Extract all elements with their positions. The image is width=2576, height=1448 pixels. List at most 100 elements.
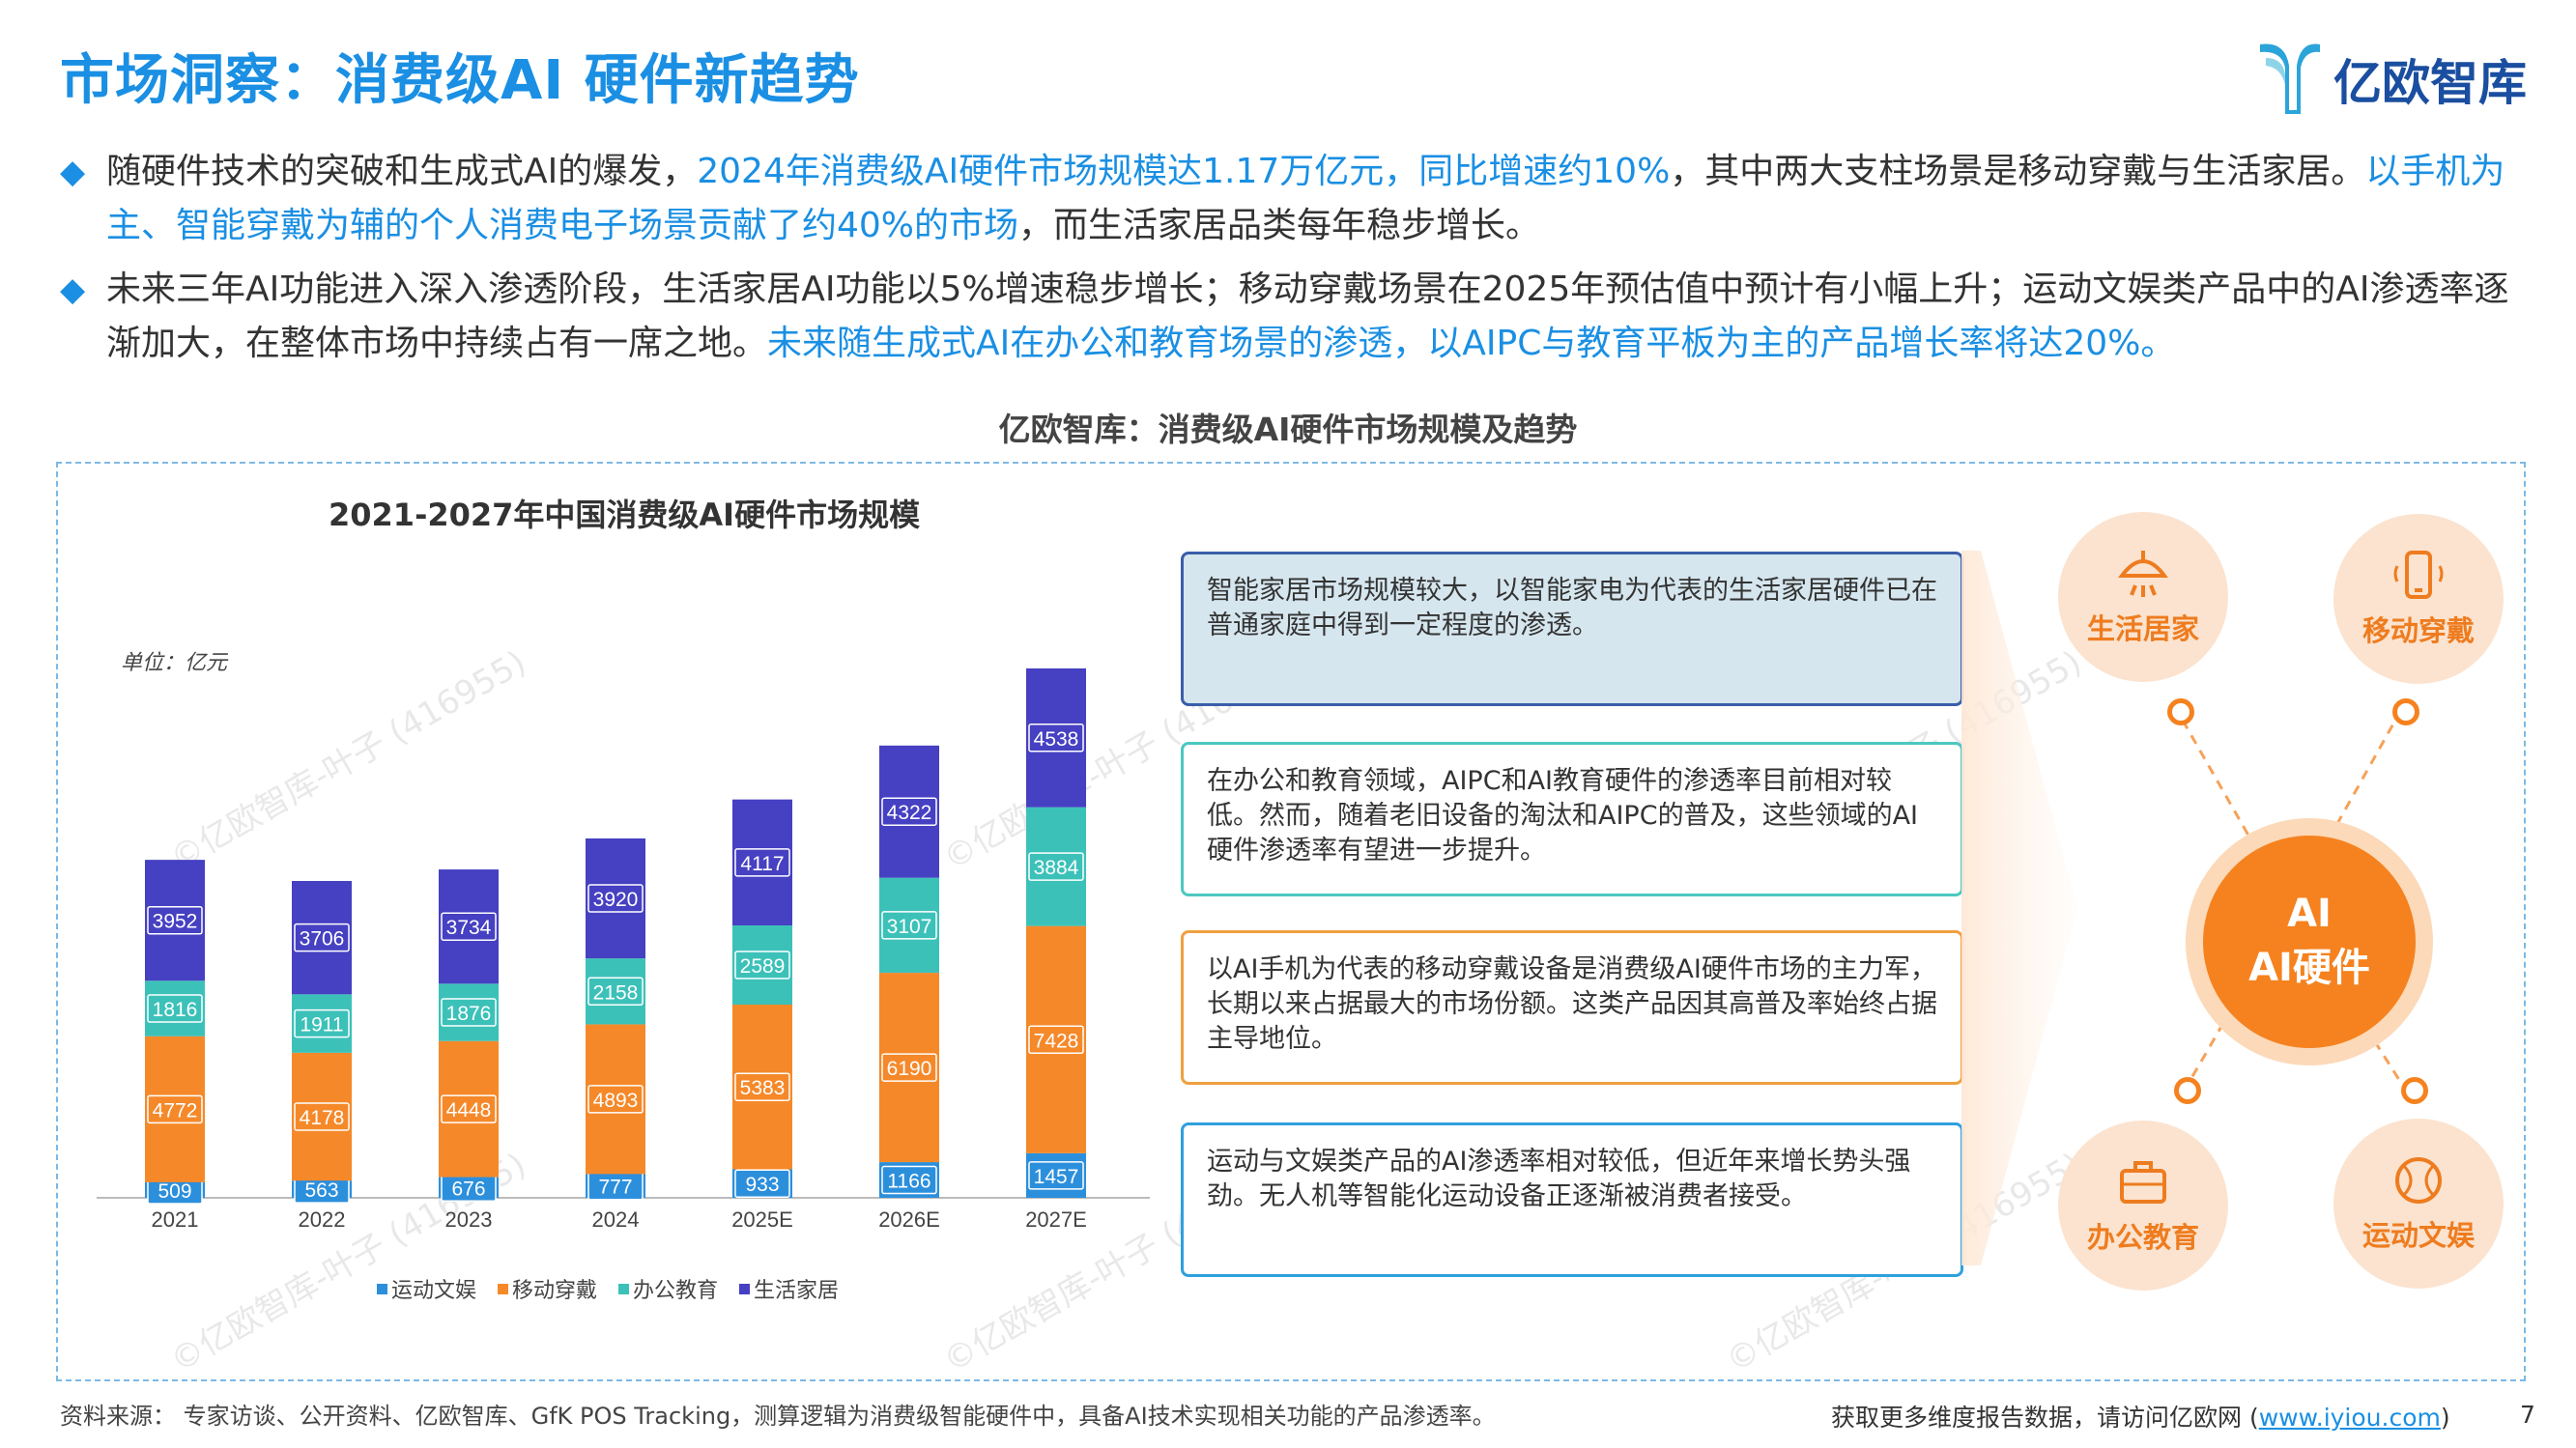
data-label-bg (734, 1169, 790, 1198)
data-label-bg (147, 994, 203, 1023)
data-label-bg (881, 1165, 937, 1195)
data-label: 4893 (593, 1090, 639, 1112)
ai-head-icon: AI (2287, 892, 2332, 936)
data-label: 2589 (740, 955, 786, 978)
data-label-bg (441, 998, 497, 1027)
ai-hardware-diagram: 生活居家 移动穿戴 AI AI硬件 办公教育 运动文娱 (2029, 502, 2551, 1291)
data-label-bg (294, 923, 350, 952)
data-label: 4178 (300, 1107, 345, 1129)
center-label: AI硬件 (2248, 946, 2370, 990)
chart-unit: 单位：亿元 (121, 651, 228, 675)
legend-label: 生活家居 (754, 1279, 840, 1303)
connector-dot (2401, 1077, 2428, 1104)
bullet-highlight: 2024年消费级AI硬件市场规模达1.17万亿元，同比增速约10% (697, 152, 1671, 191)
legend-item: 生活家居 (739, 1273, 839, 1304)
data-label-bg (881, 1053, 937, 1082)
node-label: 办公教育 (2086, 1221, 2199, 1254)
bullet-item: 随硬件技术的突破和生成式AI的爆发，2024年消费级AI硬件市场规模达1.17万… (60, 145, 2533, 253)
stacked-bar-chart: 509 4772 1816 3952 2021 563 4178 1911 3706 2022 67… (97, 667, 1150, 1232)
data-label: 1816 (153, 999, 198, 1021)
data-label-bg (147, 1094, 203, 1124)
logo-text: 亿欧智库 (2333, 55, 2527, 111)
data-label-bg (294, 1102, 350, 1131)
data-label: 5383 (740, 1077, 786, 1099)
data-label: 7428 (1034, 1030, 1079, 1052)
connector-dot (2167, 698, 2194, 725)
phone-icon (2393, 551, 2444, 599)
data-label: 563 (304, 1179, 338, 1202)
data-label: 1911 (300, 1014, 343, 1036)
bullet-text: ，而生活家居品类每年稳步增长。 (1018, 206, 1541, 245)
data-label: 4322 (887, 802, 932, 824)
logo-icon (2260, 43, 2320, 114)
data-label-bg (734, 951, 790, 980)
node-sports: 运动文娱 (2333, 1119, 2504, 1289)
bullet-text: 未来三年AI功能进入深入渗透阶段，生活家居AI功能以5%增速稳步增长；移动穿戴场… (106, 270, 2509, 363)
source-note: 资料来源： 专家访谈、公开资料、亿欧智库、GfK POS Tracking，测算… (60, 1403, 1496, 1430)
data-label: 3706 (300, 928, 345, 951)
data-label-bg (147, 905, 203, 935)
more-info-text: ) (2440, 1404, 2450, 1432)
x-tick-label: 2026E (878, 1207, 940, 1232)
data-label: 1457 (1034, 1166, 1079, 1188)
bullet-text: 随硬件技术的突破和生成式AI的爆发， (106, 152, 698, 191)
website-link[interactable]: www.iyiou.com (2258, 1404, 2441, 1432)
x-tick-label: 2022 (299, 1207, 346, 1232)
data-label-bg (587, 1085, 644, 1114)
legend-label: 办公教育 (633, 1279, 719, 1303)
data-label-bg (1028, 1025, 1084, 1055)
node-label: 生活居家 (2086, 612, 2199, 645)
summary-bullets: 随硬件技术的突破和生成式AI的爆发，2024年消费级AI硬件市场规模达1.17万… (60, 145, 2533, 381)
legend-label: 移动穿戴 (512, 1279, 598, 1303)
node-label: 移动穿戴 (2361, 614, 2475, 647)
x-tick-label: 2027E (1025, 1207, 1087, 1232)
legend-swatch (377, 1283, 387, 1294)
node-mobile: 移动穿戴 (2333, 514, 2504, 684)
data-label: 1166 (887, 1171, 930, 1193)
legend-swatch (618, 1283, 630, 1294)
data-label-bg (587, 884, 644, 913)
brand-logo: 亿欧智库 (2256, 37, 2546, 114)
content-frame (56, 462, 2526, 1381)
data-label: 4538 (1034, 728, 1079, 751)
data-label: 4772 (153, 1099, 198, 1121)
legend-label: 运动文娱 (391, 1279, 477, 1303)
more-info: 获取更多维度报告数据，请访问亿欧网 (www.iyiou.com) (1831, 1399, 2450, 1434)
center-node: AI AI硬件 (2203, 836, 2416, 1048)
x-tick-label: 2023 (445, 1207, 493, 1232)
insight-box-mobile: 以AI手机为代表的移动穿戴设备是消费级AI硬件市场的主力军，长期以来占据最大的市… (1181, 930, 1963, 1085)
chart-legend: 运动文娱 移动穿戴 办公教育 生活家居 (377, 1273, 839, 1304)
data-label-bg (881, 911, 937, 940)
data-label: 3734 (446, 917, 492, 939)
data-label: 2158 (593, 981, 639, 1004)
node-label: 运动文娱 (2361, 1219, 2475, 1252)
legend-swatch (498, 1283, 509, 1294)
data-label-bg (1028, 1161, 1084, 1190)
briefcase-icon (2120, 1161, 2166, 1204)
ball-icon (2395, 1157, 2442, 1204)
data-label-bg (294, 1008, 350, 1038)
data-label-bg (1028, 724, 1084, 752)
data-label: 777 (598, 1177, 632, 1199)
legend-item: 移动穿戴 (498, 1273, 597, 1304)
page-title: 市场洞察：消费级AI 硬件新趋势 (60, 49, 860, 112)
x-tick-label: 2021 (152, 1207, 199, 1232)
data-label: 4448 (446, 1099, 492, 1121)
x-tick-label: 2024 (592, 1207, 640, 1232)
data-label: 676 (451, 1178, 485, 1200)
data-label-bg (441, 1094, 497, 1123)
data-label: 3884 (1034, 857, 1079, 879)
fan-connector (1961, 551, 2077, 1265)
data-label: 1876 (446, 1003, 492, 1025)
bullet-item: 未来三年AI功能进入深入渗透阶段，生活家居AI功能以5%增速稳步增长；移动穿戴场… (60, 263, 2533, 371)
data-label-bg (734, 848, 790, 877)
insight-box-office: 在办公和教育领域，AIPC和AI教育硬件的渗透率目前相对较低。然而，随着老旧设备… (1181, 742, 1963, 896)
data-label-bg (441, 912, 497, 941)
data-label: 3920 (593, 889, 639, 911)
data-label-bg (587, 977, 644, 1007)
legend-item: 办公教育 (618, 1273, 718, 1304)
data-label: 3952 (153, 911, 198, 933)
connector-dot (2392, 698, 2419, 725)
page-number: 7 (2520, 1401, 2535, 1429)
more-info-text: 获取更多维度报告数据，请访问亿欧网 ( (1831, 1404, 2259, 1432)
